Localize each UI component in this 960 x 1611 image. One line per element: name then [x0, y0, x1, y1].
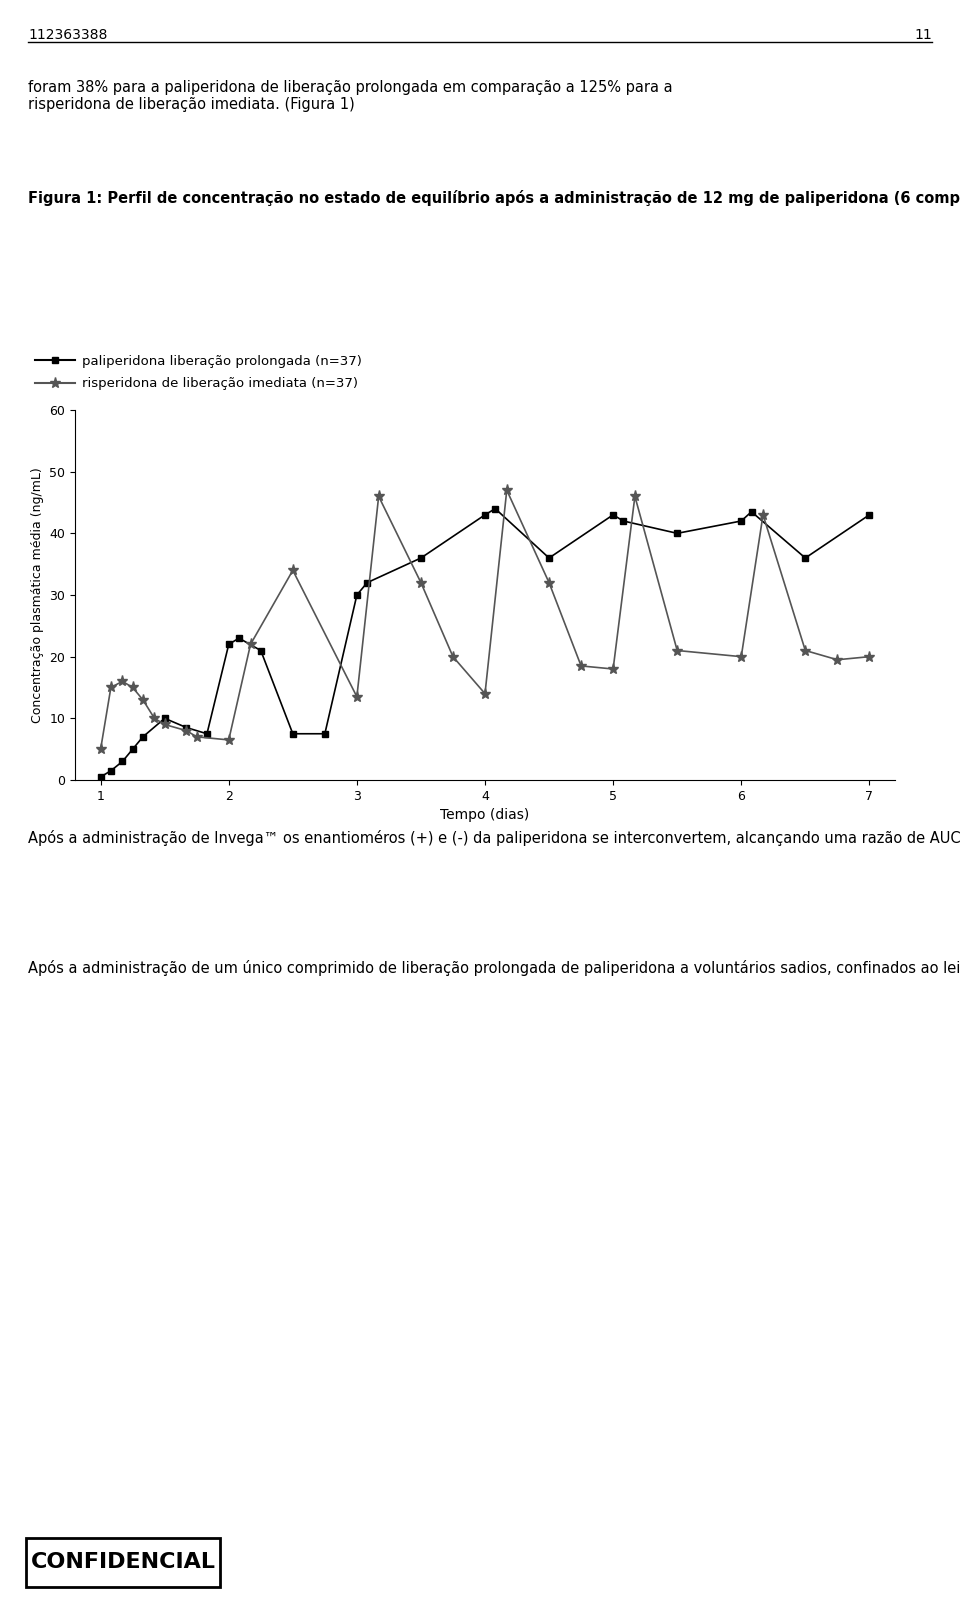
- X-axis label: Tempo (dias): Tempo (dias): [441, 809, 530, 822]
- Text: risperidona de liberação imediata (n=37): risperidona de liberação imediata (n=37): [82, 377, 358, 390]
- Y-axis label: Concentração plasmática média (ng/mL): Concentração plasmática média (ng/mL): [31, 467, 44, 723]
- Text: 112363388: 112363388: [28, 27, 108, 42]
- Text: Após a administração de Invega™ os enantioméros (+) e (-) da paliperidona se int: Após a administração de Invega™ os enant…: [28, 830, 960, 846]
- Text: 11: 11: [914, 27, 932, 42]
- Text: foram 38% para a paliperidona de liberação prolongada em comparação a 125% para : foram 38% para a paliperidona de liberaç…: [28, 81, 673, 113]
- Text: Após a administração de um único comprimido de liberação prolongada de paliperid: Após a administração de um único comprim…: [28, 960, 960, 976]
- Text: Figura 1: Perfil de concentração no estado de equilíbrio após a administração de: Figura 1: Perfil de concentração no esta…: [28, 190, 960, 206]
- Text: CONFIDENCIAL: CONFIDENCIAL: [31, 1551, 215, 1572]
- FancyBboxPatch shape: [26, 1539, 220, 1587]
- Text: paliperidona liberação prolongada (n=37): paliperidona liberação prolongada (n=37): [82, 354, 362, 367]
